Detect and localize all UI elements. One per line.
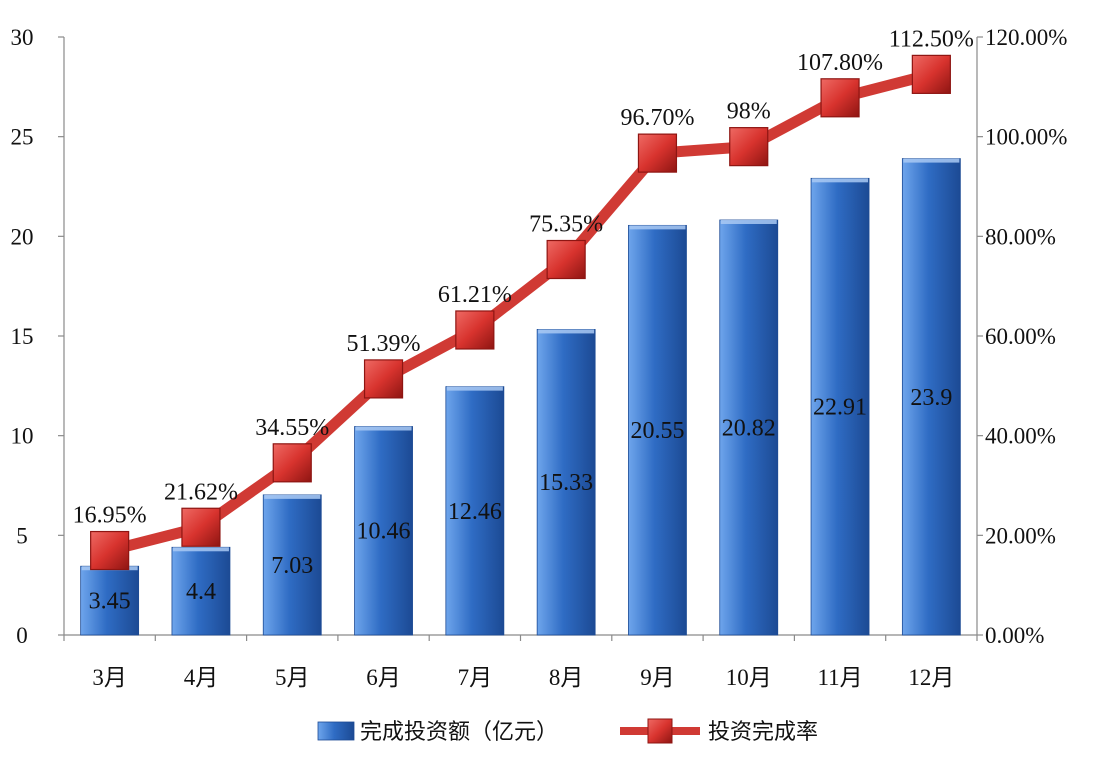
line-marker (272, 443, 312, 483)
legend-bar-label: 完成投资额（亿元） (360, 720, 558, 745)
line-data-label: 61.21% (438, 282, 512, 308)
x-tick-label: 4月 (184, 665, 219, 690)
left-tick-label: 30 (11, 25, 34, 50)
right-tick-label: 40.00% (985, 424, 1056, 449)
x-tick-label: 8月 (549, 665, 584, 690)
right-tick-label: 0.00% (985, 623, 1044, 648)
right-tick-label: 80.00% (985, 224, 1056, 249)
bar-data-label: 23.9 (910, 385, 952, 411)
bar-highlight (172, 547, 229, 552)
bar-data-label: 15.33 (539, 470, 593, 496)
left-tick-label: 20 (11, 224, 34, 249)
line-data-label: 16.95% (73, 503, 147, 529)
right-tick-label: 20.00% (985, 523, 1056, 548)
right-tick-label: 60.00% (985, 324, 1056, 349)
line-marker (455, 310, 495, 350)
legend-marker-swatch (647, 718, 673, 744)
x-tick-label: 3月 (92, 665, 127, 690)
line-data-label: 107.80% (797, 50, 883, 76)
bar-data-label: 20.82 (722, 415, 776, 441)
legend-line-label: 投资完成率 (708, 720, 818, 745)
bar-data-label: 20.55 (630, 418, 684, 444)
bar (445, 386, 505, 636)
left-tick-label: 15 (11, 324, 34, 349)
line-marker (911, 54, 951, 94)
line-data-label: 21.62% (164, 479, 238, 505)
bar (262, 494, 322, 636)
left-tick-label: 0 (16, 623, 28, 648)
line-data-label: 112.50% (889, 26, 974, 52)
bar-highlight (538, 329, 595, 334)
bar (354, 426, 413, 636)
bar (810, 177, 870, 636)
left-tick-label: 5 (16, 523, 28, 548)
bar-highlight (446, 386, 503, 391)
legend-bar-swatch (317, 721, 355, 741)
right-tick-label: 120.00% (985, 25, 1067, 50)
line-data-label: 51.39% (347, 331, 421, 357)
x-tick-label: 7月 (458, 665, 493, 690)
bar-data-label: 7.03 (271, 553, 313, 579)
bar (536, 329, 596, 636)
line-marker (729, 127, 769, 167)
x-tick-label: 11月 (817, 665, 862, 690)
line-data-label: 75.35% (529, 212, 603, 238)
line-marker (637, 133, 678, 173)
bar-data-label: 10.46 (357, 519, 411, 545)
bar (719, 219, 779, 636)
line-marker (820, 78, 860, 118)
x-tick-label: 10月 (726, 665, 772, 690)
line-data-label: 98% (727, 99, 771, 125)
line-marker (90, 530, 130, 571)
bar-highlight (812, 178, 869, 183)
x-tick-label: 9月 (640, 665, 675, 690)
left-tick-label: 25 (11, 125, 34, 150)
line-marker (546, 239, 586, 280)
bar (80, 565, 140, 636)
left-tick-label: 10 (11, 424, 34, 449)
bar (901, 158, 961, 636)
series-line (104, 68, 937, 557)
bar (628, 224, 687, 636)
right-tick-label: 100.00% (985, 125, 1067, 150)
bar-highlight (355, 426, 412, 431)
bar-data-label: 3.45 (89, 589, 131, 615)
bar-highlight (264, 494, 321, 499)
line-data-label: 34.55% (255, 415, 329, 441)
line-data-label: 96.70% (620, 105, 694, 131)
bar-highlight (629, 225, 686, 230)
x-tick-label: 5月 (275, 665, 310, 690)
bar-data-label: 4.4 (186, 579, 216, 605)
line-marker (181, 507, 221, 547)
bar-highlight (720, 219, 777, 224)
x-tick-label: 12月 (908, 665, 954, 690)
bar-data-label: 22.91 (813, 395, 867, 421)
line-marker (363, 359, 404, 399)
bar-highlight (903, 158, 960, 163)
bar-data-label: 12.46 (448, 499, 502, 525)
x-tick-label: 6月 (366, 665, 401, 690)
